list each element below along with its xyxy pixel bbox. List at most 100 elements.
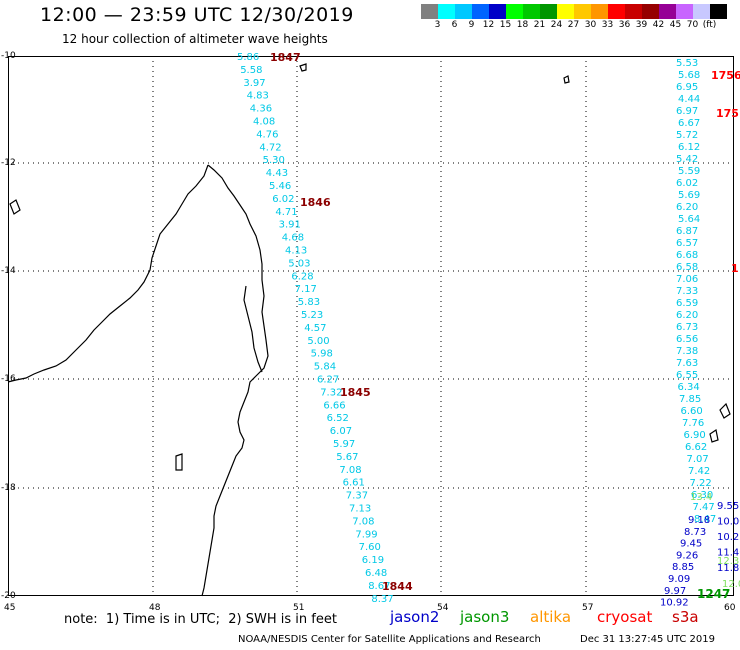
wave-height-value: 5.98 (311, 349, 333, 360)
wave-height-value: 4.57 (304, 323, 326, 334)
wave-height-value: 8.47 (694, 514, 716, 525)
wave-height-value: 10.00 (717, 517, 740, 528)
pass-time-label: 1846 (300, 196, 331, 209)
wave-height-value: 5.97 (333, 439, 355, 450)
altimeter-track-2: 5.535.686.954.446.976.675.726.125.425.59… (676, 58, 740, 525)
wave-height-value: 10.92 (660, 598, 689, 609)
legend-label: 33 (601, 20, 614, 30)
legend-swatch (659, 4, 676, 19)
wave-height-value: 6.20 (676, 202, 698, 213)
pass-time-label: 175 (716, 107, 739, 120)
wave-height-value: 7.08 (339, 465, 361, 476)
wave-height-value: 8.67 (368, 581, 390, 592)
wave-height-value: 7.06 (676, 274, 698, 285)
wave-height-value: 4.08 (253, 117, 275, 128)
satellite-altika: altika (530, 608, 572, 626)
legend-swatch (574, 4, 591, 19)
wave-height-value: 6.59 (676, 298, 698, 309)
latitude-label: -12 (1, 158, 16, 168)
satellite-s3a: s3a (672, 608, 699, 626)
wave-height-value: 5.53 (676, 58, 698, 69)
wave-height-value: 6.48 (365, 568, 387, 579)
island-small-3 (563, 75, 570, 84)
legend-swatch (489, 4, 506, 19)
longitude-label: 45 (4, 603, 16, 613)
wave-height-value: 5.59 (678, 166, 700, 177)
legend-swatch (506, 4, 523, 19)
wave-height-value: 10.22 (717, 532, 740, 543)
graticule (8, 56, 734, 596)
legend-swatches (421, 4, 727, 19)
altimeter-track-1: 5.86 5.58 3.97 4.83 4.36 4.084.76 4.72 5.30 4.43… (237, 51, 413, 605)
wave-height-value: 4.43 (266, 168, 288, 179)
legend-swatch (540, 4, 557, 19)
wave-height-value: 6.30 (691, 490, 713, 501)
wave-height-value: 4.83 (247, 91, 269, 102)
legend-label: 3 (434, 20, 441, 30)
wave-height-value: 13.4 (690, 492, 712, 503)
legend-swatch (438, 4, 455, 19)
wave-height-value: 4.68 (282, 233, 304, 244)
legend-swatch (625, 4, 642, 19)
wave-height-value: 5.23 (301, 310, 323, 321)
wave-height-value: 5.30 (263, 155, 285, 166)
legend-label: 42 (652, 20, 665, 30)
legend-labels: 3 6 9 12 15 18 21 24 27 30 33 36 39 42 45 70 (ft) (429, 20, 727, 30)
wave-height-value: 5.69 (678, 190, 700, 201)
legend-label: 12 (482, 20, 495, 30)
wave-height-value: 5.64 (678, 214, 700, 225)
wave-height-value: 7.32 (320, 387, 342, 398)
island-small-1 (9, 199, 21, 215)
wave-height-value: 5.58 (240, 65, 262, 76)
wave-height-value: 4.76 (256, 129, 278, 140)
wave-height-value: 12.0 (722, 579, 740, 590)
wave-height-value: 7.38 (676, 346, 698, 357)
wave-height-value: 3.97 (243, 78, 265, 89)
longitude-label: 60 (724, 603, 736, 613)
legend-label: 39 (635, 20, 648, 30)
wave-height-value: 6.66 (323, 400, 345, 411)
wave-height-value: 3.91 (279, 220, 301, 231)
wave-height-value: 7.37 (346, 491, 368, 502)
wave-height-value: 6.02 (676, 178, 698, 189)
wave-height-value: 5.46 (269, 181, 291, 192)
longitude-label: 48 (149, 603, 161, 613)
wave-height-value: 7.47 (693, 502, 715, 513)
wave-height-value: 11.40 (717, 548, 740, 559)
latitude-label: -16 (1, 374, 16, 384)
legend-swatch (710, 4, 727, 19)
legend-swatch (421, 4, 438, 19)
wave-height-value: 6.57 (676, 238, 698, 249)
island-small-2 (299, 63, 307, 72)
wave-height-value: 6.87 (676, 226, 698, 237)
latitude-label: -20 (1, 591, 16, 601)
pass-time-label: 1756 (711, 69, 740, 82)
wave-height-value: 12.3 (717, 556, 739, 567)
wave-height-value: 7.33 (676, 286, 698, 297)
legend-label: 70 (686, 20, 699, 30)
legend-label: 18 (516, 20, 529, 30)
island-mauritius (719, 402, 731, 419)
wave-height-value: 5.68 (678, 70, 700, 81)
wave-height-value: 5.03 (288, 258, 310, 269)
pass-time-label: 1845 (340, 386, 371, 399)
legend-swatch (557, 4, 574, 19)
wave-height-value: 5.86 (237, 52, 259, 63)
pass-time-label: 1847 (270, 51, 301, 64)
legend-swatch (591, 4, 608, 19)
wave-height-value: 4.13 (285, 246, 307, 257)
latitude-label: -14 (1, 266, 16, 276)
wave-height-value: 6.67 (678, 118, 700, 129)
wave-height-value: 6.56 (676, 334, 698, 345)
map-note: note: 1) Time is in UTC; 2) SWH is in fe… (64, 612, 337, 627)
wave-height-value: 6.28 (291, 271, 313, 282)
wave-height-value: 6.27 (317, 375, 339, 386)
pass-time-label: 1844 (382, 580, 413, 593)
wave-height-value: 7.99 (355, 529, 377, 540)
legend-label: 36 (618, 20, 631, 30)
wave-height-value: 4.71 (275, 207, 297, 218)
wave-height-value: 4.72 (259, 142, 281, 153)
pass-time-label: 1 (731, 262, 739, 275)
longitude-label: 51 (293, 603, 305, 613)
